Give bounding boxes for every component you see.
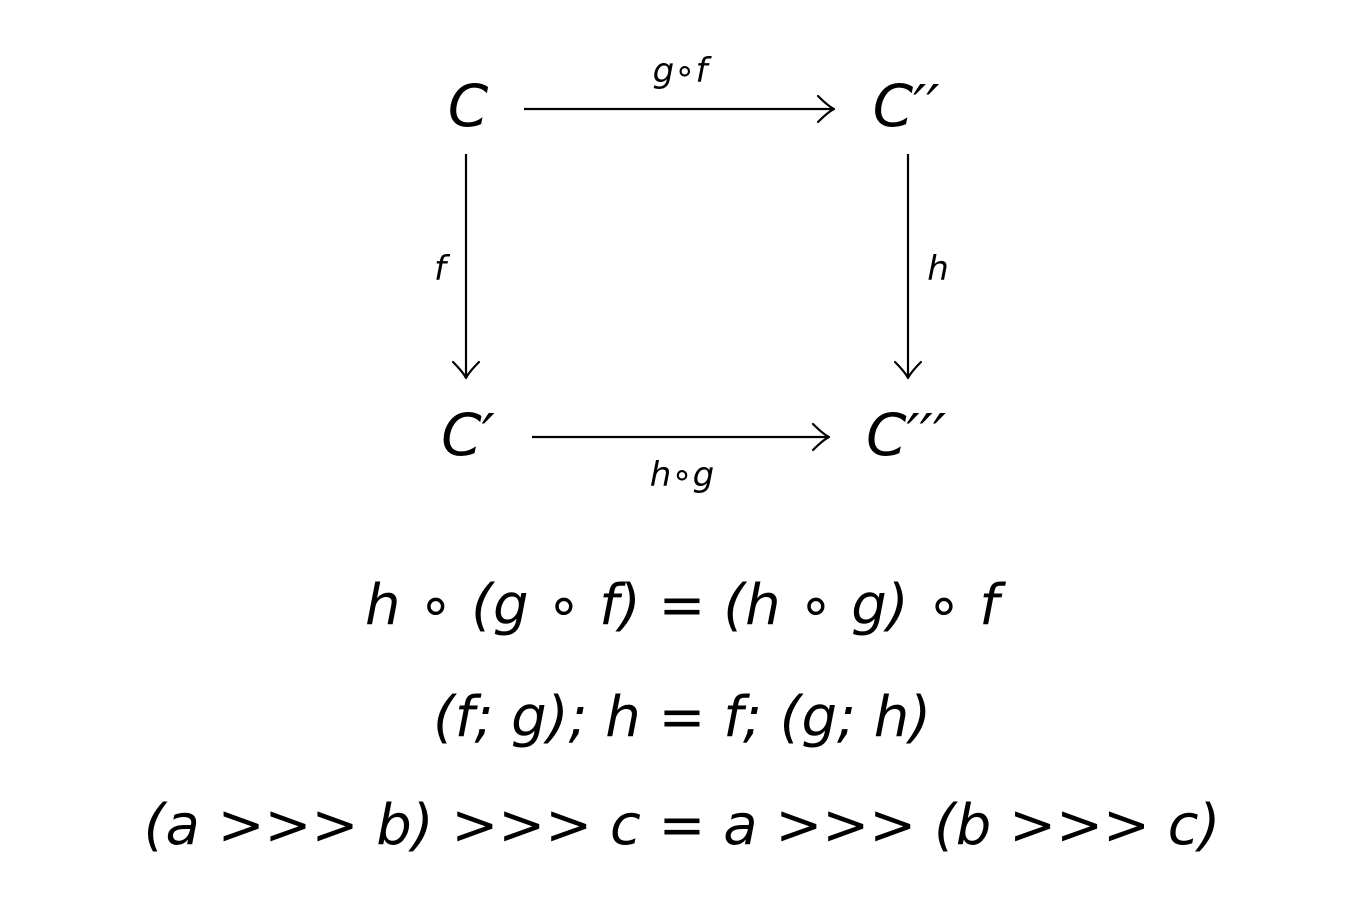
arrow-top <box>524 94 836 124</box>
node-c-triple-prime: C′′′ <box>866 401 946 469</box>
arrow-right <box>893 154 923 380</box>
equation-associativity-sequencing: (f; g); h = f; (g; h) <box>432 685 932 750</box>
arrow-left <box>451 154 481 380</box>
edge-label-top: g∘f <box>653 51 713 91</box>
node-c: C <box>448 72 489 140</box>
edge-label-left: f <box>434 249 451 289</box>
arrow-bottom <box>532 422 831 452</box>
node-c-prime: C′ <box>441 401 495 469</box>
edge-label-right: h <box>927 249 949 289</box>
equation-associativity-arrow-composition: (a >>> b) >>> c = a >>> (b >>> c) <box>143 793 1221 858</box>
equation-associativity-composition: h ∘ (g ∘ f) = (h ∘ g) ∘ f <box>364 573 1000 638</box>
node-c-double-prime: C′′ <box>873 72 940 140</box>
edge-label-bottom: h∘g <box>650 455 714 495</box>
